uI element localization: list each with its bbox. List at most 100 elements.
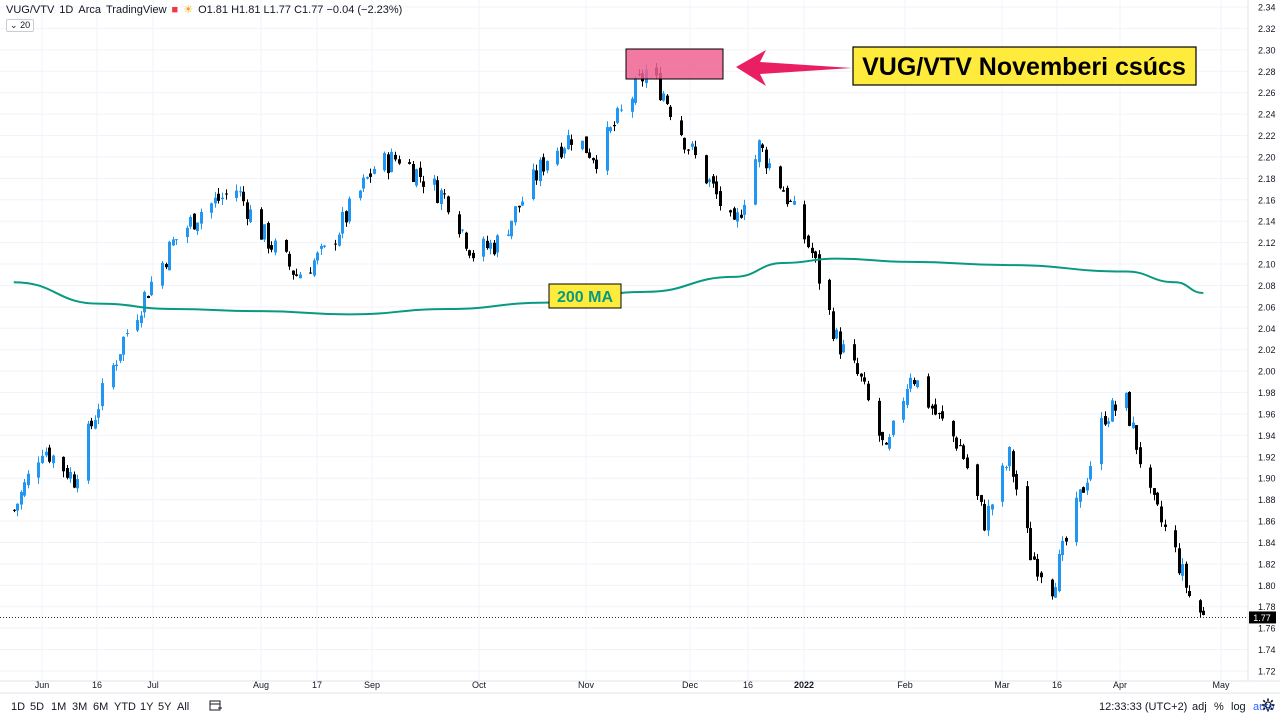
candle-down	[818, 254, 821, 284]
price-chart[interactable]: 2.34 2.32 2.30 2.28 2.26 2.24 2.22 2.20 2.18 2.16…	[0, 0, 1280, 694]
candle-down	[715, 181, 718, 195]
adj-toggle[interactable]: adj	[1192, 701, 1207, 713]
candle-down	[860, 373, 863, 377]
candle-up	[359, 190, 362, 199]
ma-200-line	[13, 257, 1204, 316]
candle-up	[1001, 465, 1004, 502]
y-tick-label: 2.12	[1258, 238, 1276, 248]
candle-down	[1164, 524, 1167, 527]
candle-up	[27, 473, 30, 486]
interval-label[interactable]: 1D	[59, 4, 74, 16]
candle-down	[765, 149, 768, 169]
auto-toggle[interactable]: auto	[1253, 701, 1275, 713]
candle-up	[338, 234, 341, 246]
candle-down	[1040, 572, 1043, 578]
y-tick-label: 2.18	[1258, 174, 1276, 184]
y-tick-label: 2.16	[1258, 195, 1276, 205]
calendar-range-icon[interactable]	[209, 699, 223, 711]
y-tick-label: 1.86	[1258, 517, 1276, 527]
gear-icon[interactable]	[1261, 698, 1275, 712]
favorite-flag-icon[interactable]: ■	[171, 4, 179, 16]
candle-up	[366, 177, 369, 179]
y-tick-label: 1.72	[1258, 667, 1276, 677]
candle-down	[1149, 467, 1152, 488]
candle-down	[408, 162, 411, 164]
y-tick-label: 1.94	[1258, 431, 1276, 441]
candle-up	[41, 455, 44, 463]
x-tick-label: Mar	[994, 680, 1010, 690]
peak-arrow	[736, 50, 852, 86]
candle-down	[1178, 548, 1181, 574]
timeframe-6m[interactable]: 6M	[93, 701, 109, 713]
candle-up	[341, 211, 344, 234]
candle-down	[419, 167, 422, 178]
candle-up	[186, 227, 189, 238]
x-tick-label: Jun	[35, 680, 50, 690]
candle-down	[193, 213, 196, 230]
candle-up	[1075, 497, 1078, 543]
x-tick-label: 16	[92, 680, 102, 690]
candle-up	[496, 235, 499, 253]
candle-up	[532, 169, 535, 200]
timeframe-5d[interactable]: 5D	[30, 701, 45, 713]
timeframe-1m[interactable]: 1M	[51, 701, 67, 713]
candle-down	[387, 154, 390, 174]
x-tick-label: 16	[743, 680, 753, 690]
candle-up	[1181, 564, 1184, 576]
candle-up	[743, 204, 746, 215]
timeframe-1d[interactable]: 1D	[11, 701, 26, 713]
candle-up	[507, 234, 510, 236]
candle-up	[196, 222, 199, 232]
candle-down	[1114, 404, 1117, 411]
timeframe-3m[interactable]: 3M	[72, 701, 88, 713]
candle-up	[440, 190, 443, 205]
candle-down	[962, 445, 965, 459]
candle-down	[782, 190, 785, 192]
candle-up	[1125, 392, 1128, 409]
y-tick-label: 2.00	[1258, 367, 1276, 377]
candle-up	[691, 143, 694, 147]
y-tick-label: 1.98	[1258, 388, 1276, 398]
candle-up	[514, 206, 517, 223]
candle-up	[1132, 422, 1135, 429]
volume-toggle[interactable]: ⌄ 20	[6, 19, 35, 32]
x-tick-label: Feb	[897, 680, 913, 690]
log-toggle[interactable]: log	[1231, 701, 1246, 713]
symbol-label[interactable]: VUG/VTV	[6, 4, 55, 16]
clock-timezone[interactable]: 12:33:33 (UTC+2)	[1099, 701, 1188, 713]
candle-down	[493, 242, 496, 255]
candle-up	[556, 150, 559, 165]
timeframe-all[interactable]: All	[177, 701, 190, 713]
candle-up	[175, 239, 178, 241]
candle-down	[472, 252, 475, 259]
candle-down	[803, 204, 806, 240]
candle-down	[309, 272, 312, 274]
candle-down	[1012, 451, 1015, 477]
x-tick-label: Dec	[682, 680, 699, 690]
candle-down	[588, 152, 591, 158]
candle-down	[966, 457, 969, 469]
candle-down	[62, 456, 65, 472]
x-tick-label: 16	[1052, 680, 1062, 690]
y-tick-label: 1.90	[1258, 474, 1276, 484]
candle-up	[567, 135, 570, 150]
percent-toggle[interactable]: %	[1214, 701, 1224, 713]
timeframe-5y[interactable]: 5Y	[158, 701, 172, 713]
candle-down	[683, 137, 686, 150]
candle-down	[786, 187, 789, 205]
candle-down	[486, 240, 489, 249]
candle-up	[581, 140, 584, 150]
candle-up	[323, 245, 326, 247]
candle-down	[1174, 530, 1177, 548]
timeframe-ytd[interactable]: YTD	[114, 701, 136, 713]
chart-header: VUG/VTV 1D Arca TradingView ■ ☀ O1.81 H1.81 L1…	[6, 3, 407, 16]
candle-down	[938, 413, 941, 415]
candle-up	[1061, 540, 1064, 556]
candle-up	[189, 216, 192, 227]
candle-down	[733, 208, 736, 220]
candle-down	[465, 232, 468, 249]
candle-down	[147, 296, 150, 298]
candle-up	[1005, 467, 1008, 469]
candle-down	[73, 474, 76, 488]
timeframe-1y[interactable]: 1Y	[140, 701, 154, 713]
